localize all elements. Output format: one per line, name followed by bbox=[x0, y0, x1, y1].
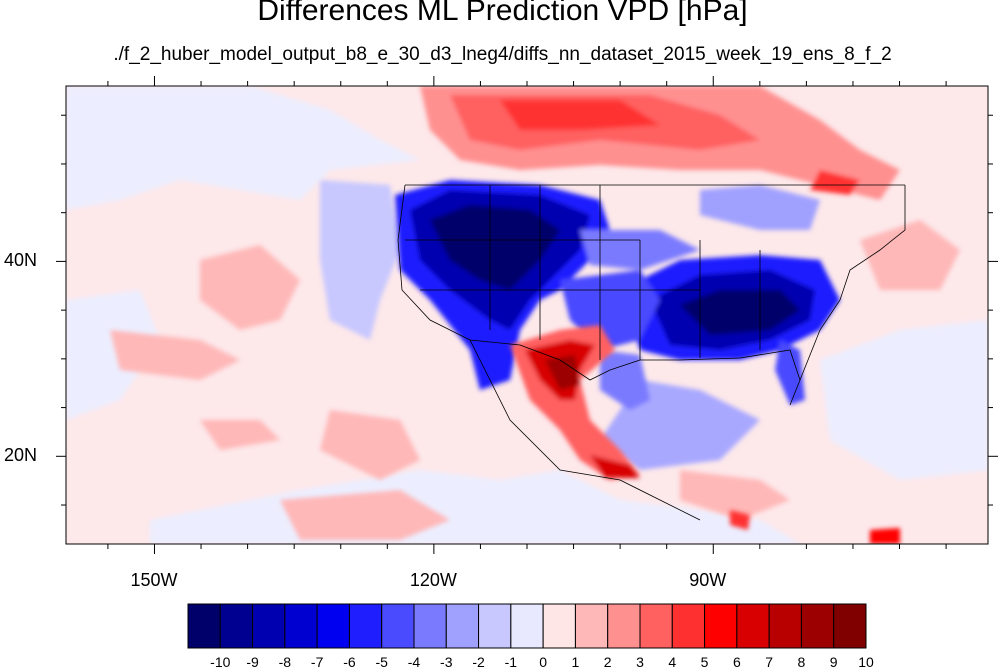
colorbar-box bbox=[316, 603, 350, 649]
colorbar-box bbox=[574, 603, 609, 649]
x-tick-label: 150W bbox=[130, 570, 178, 590]
colorbar-label: 7 bbox=[765, 654, 774, 670]
colorbar-box bbox=[284, 603, 318, 649]
colorbar-box bbox=[542, 603, 576, 649]
colorbar-label: -8 bbox=[278, 654, 292, 670]
colorbar-label: -3 bbox=[440, 654, 453, 670]
colorbar-label: 9 bbox=[829, 654, 838, 670]
colorbar-label: 0 bbox=[539, 654, 548, 670]
colorbar-box bbox=[704, 603, 738, 649]
colorbar-label: 6 bbox=[732, 654, 741, 670]
colorbar-label: -1 bbox=[504, 654, 518, 670]
colorbar-box bbox=[445, 603, 480, 649]
canada-positive-anomaly bbox=[420, 86, 900, 200]
colorbar-label: 3 bbox=[636, 654, 644, 670]
colorbar-box bbox=[833, 603, 867, 649]
colorbar-box bbox=[736, 603, 770, 649]
colorbar-label: -5 bbox=[375, 654, 388, 670]
colorbar-label: 1 bbox=[571, 654, 580, 670]
colorbar-box bbox=[381, 603, 415, 649]
colorbar-box bbox=[187, 603, 221, 649]
colorbar-box bbox=[671, 603, 706, 649]
light-blue-fields bbox=[66, 86, 988, 544]
colorbar-box bbox=[413, 603, 447, 649]
axis-ticks bbox=[56, 76, 998, 554]
x-tick-label: 90W bbox=[689, 570, 727, 590]
y-tick-label: 20N bbox=[4, 445, 38, 466]
mexico-positive-anomaly bbox=[510, 325, 900, 544]
colorbar-box bbox=[252, 603, 286, 649]
colorbar-label: -10 bbox=[210, 654, 231, 670]
colorbar-label: -6 bbox=[343, 654, 356, 670]
map-subtitle: ./f_2_huber_model_output_b8_e_30_d3_lneg… bbox=[113, 44, 892, 65]
colorbar-box bbox=[768, 603, 802, 649]
colorbar-label: -4 bbox=[407, 654, 421, 670]
colorbar-box bbox=[639, 603, 673, 649]
map-title: Differences ML Prediction VPD [hPa] bbox=[257, 0, 748, 27]
light-red-fields bbox=[110, 220, 960, 540]
colorbar-box bbox=[219, 603, 254, 649]
colorbar-label: -2 bbox=[472, 654, 485, 670]
colorbar-box bbox=[800, 603, 835, 649]
colorbar-box bbox=[348, 603, 383, 649]
colorbar-box bbox=[478, 603, 512, 649]
colorbar-label: 4 bbox=[668, 654, 677, 670]
boundary-lines bbox=[397, 184, 906, 521]
colorbar-box bbox=[607, 603, 641, 649]
colorbar-label: 2 bbox=[603, 654, 612, 670]
colorbar-box bbox=[510, 603, 544, 649]
colorbar-label: 8 bbox=[797, 654, 806, 670]
colorbar-label: 5 bbox=[700, 654, 709, 670]
y-tick-label: 40N bbox=[4, 250, 38, 271]
x-tick-label: 120W bbox=[409, 570, 457, 590]
colorbar-label: -9 bbox=[246, 654, 259, 670]
colorbar-label: -7 bbox=[310, 654, 324, 670]
colorbar-label: 10 bbox=[858, 654, 874, 670]
